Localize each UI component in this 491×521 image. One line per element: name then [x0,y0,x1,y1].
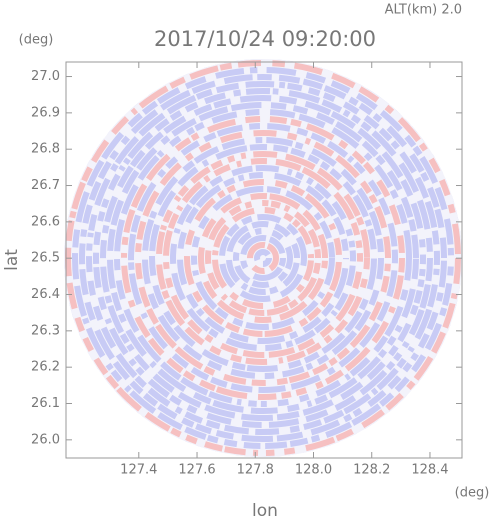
x-tick-label: 128.0 [295,463,332,478]
echo-ring [212,207,314,309]
plot-frame [65,61,463,459]
x-tick-label: 127.8 [237,463,274,478]
echo-ring [247,242,279,274]
y-tick-label: 26.6 [31,214,60,229]
echo-ring [135,130,391,386]
echo-ring [170,165,356,351]
y-tick-label: 26.3 [31,323,60,338]
echo-ring [121,116,405,400]
echo-ring [226,221,300,295]
echo-ring [93,88,433,428]
echo-ring [198,193,328,323]
echo-ring [184,179,342,337]
echo-ring [205,200,321,316]
echo-ring [233,228,293,288]
chart-title: 2017/10/24 09:20:00 [154,27,376,51]
y-tick-label: 26.0 [31,432,60,447]
echo-ring [100,95,426,421]
x-unit: (deg) [455,486,490,501]
y-axis-label: lat [2,249,22,271]
echo-ring [86,81,440,435]
y-tick-label: 26.2 [31,360,60,375]
echo-ring [149,144,377,372]
y-tick-label: 27.0 [31,69,60,84]
y-unit: (deg) [19,33,54,48]
x-tick-label: 128.2 [353,463,390,478]
x-tick-label: 127.6 [178,463,215,478]
echo-ring [177,172,349,344]
y-tick-label: 26.5 [31,251,60,266]
echo-ring [142,137,384,379]
echo-ring [191,186,335,330]
x-axis-label: lon [252,501,278,521]
echo-ring [128,123,398,393]
echo-ring [72,67,454,449]
echo-ring [156,151,370,365]
echo-ring [219,214,307,302]
echo-ring [114,109,412,407]
subtitle: ALT(km) 2.0 [385,3,462,18]
y-tick-label: 26.9 [31,105,60,120]
echo-ring [240,235,286,281]
echo-ring [163,158,363,358]
echo-ring [79,74,447,442]
x-tick-label: 127.4 [120,463,157,478]
y-tick-label: 26.4 [31,287,60,302]
y-tick-label: 26.8 [31,142,60,157]
y-tick-label: 26.1 [31,396,60,411]
echo-ring [107,102,419,414]
echo-ring [254,249,272,267]
y-tick-label: 26.7 [31,178,60,193]
x-tick-label: 128.4 [411,463,448,478]
